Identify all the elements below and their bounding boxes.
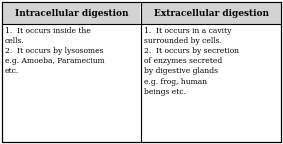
Text: Extracellular digestion: Extracellular digestion — [153, 8, 269, 18]
Bar — [142, 2, 281, 24]
Text: 1.  It occurs in a cavity
surrounded by cells.
2.  It occurs by secretion
of enz: 1. It occurs in a cavity surrounded by c… — [144, 27, 239, 96]
Bar — [2, 2, 140, 24]
Text: Intracellular digestion: Intracellular digestion — [15, 8, 128, 18]
Text: 1.  It occurs inside the
cells.
2.  It occurs by lysosomes
e.g. Amoeba, Parameci: 1. It occurs inside the cells. 2. It occ… — [5, 27, 105, 75]
